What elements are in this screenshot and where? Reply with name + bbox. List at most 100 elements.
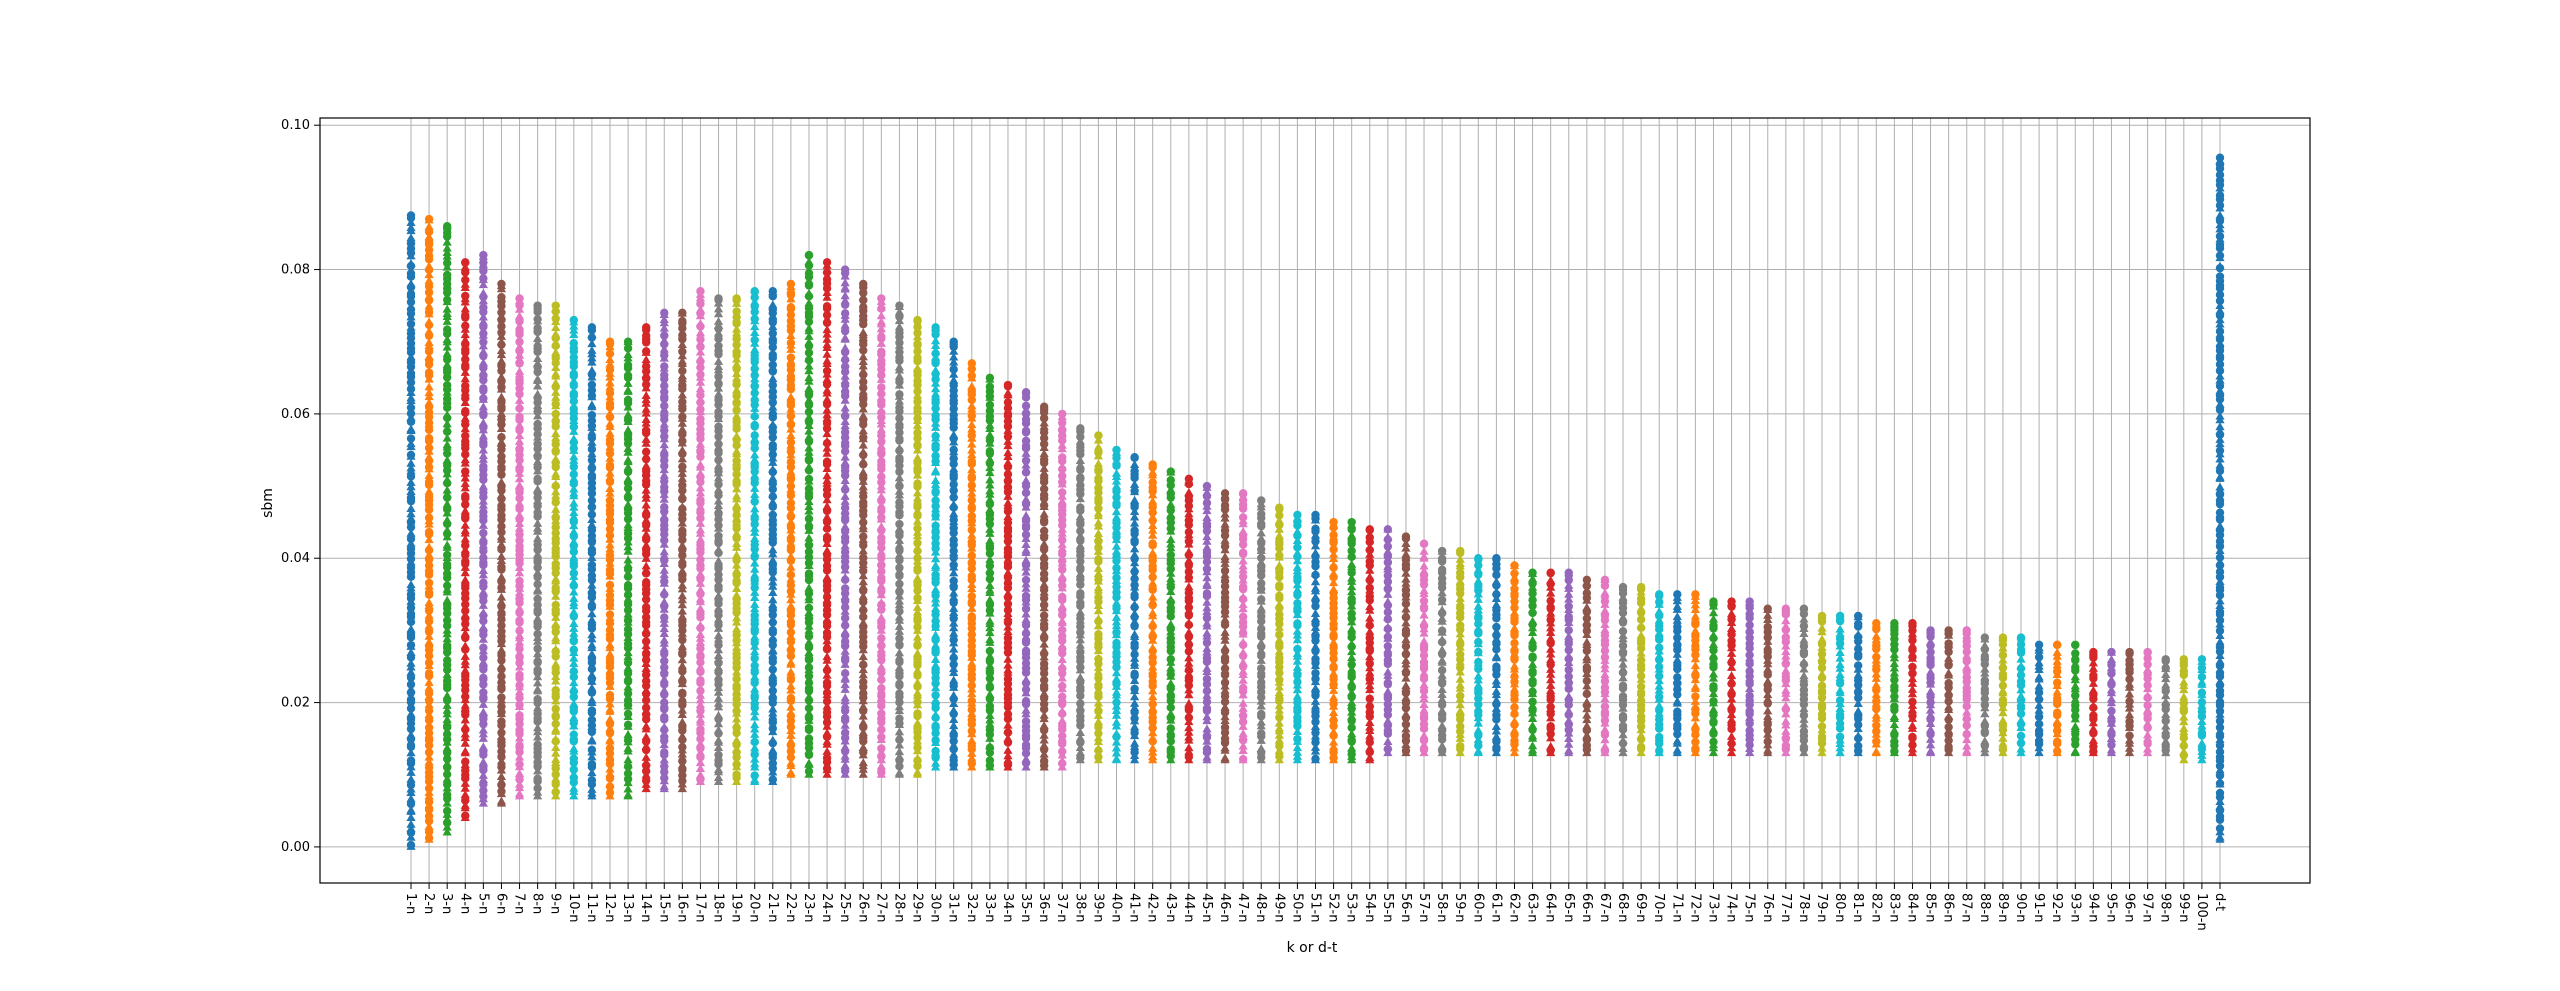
point bbox=[461, 550, 470, 560]
point bbox=[442, 508, 452, 517]
point bbox=[533, 594, 542, 604]
point bbox=[424, 661, 434, 670]
point bbox=[569, 678, 579, 687]
point bbox=[479, 440, 488, 450]
point bbox=[496, 796, 507, 805]
point bbox=[569, 479, 579, 488]
point bbox=[551, 774, 561, 783]
point bbox=[442, 237, 452, 246]
point bbox=[659, 445, 669, 454]
point bbox=[1238, 584, 1248, 594]
point bbox=[406, 348, 416, 357]
point bbox=[478, 533, 488, 542]
point bbox=[478, 570, 488, 579]
point bbox=[424, 677, 434, 686]
point bbox=[533, 586, 543, 595]
point bbox=[442, 737, 452, 746]
series-34-n bbox=[1003, 380, 1013, 771]
point bbox=[478, 425, 488, 434]
point bbox=[822, 610, 832, 620]
point bbox=[442, 754, 452, 764]
point bbox=[460, 374, 470, 383]
point bbox=[641, 561, 651, 570]
point bbox=[1311, 646, 1320, 656]
point bbox=[515, 598, 524, 608]
point bbox=[641, 398, 651, 407]
point bbox=[641, 454, 651, 464]
point bbox=[587, 548, 597, 557]
point bbox=[514, 474, 525, 483]
point bbox=[551, 743, 561, 752]
point bbox=[533, 727, 543, 736]
point bbox=[623, 457, 633, 466]
point bbox=[660, 415, 669, 424]
point bbox=[641, 500, 651, 509]
point bbox=[406, 806, 416, 815]
point bbox=[461, 645, 470, 654]
series-30-n bbox=[931, 323, 941, 771]
point bbox=[460, 297, 470, 306]
point bbox=[461, 685, 470, 695]
point bbox=[479, 616, 488, 626]
point bbox=[479, 266, 488, 276]
point bbox=[931, 713, 940, 722]
point bbox=[424, 600, 434, 609]
point bbox=[496, 424, 507, 433]
point bbox=[678, 690, 687, 699]
point bbox=[406, 378, 416, 387]
point bbox=[659, 465, 669, 474]
point bbox=[641, 745, 651, 755]
series-3-n bbox=[442, 222, 452, 836]
point bbox=[660, 690, 669, 699]
series-50-n bbox=[1292, 510, 1303, 764]
point bbox=[533, 512, 542, 521]
point bbox=[569, 426, 579, 435]
point bbox=[623, 353, 633, 362]
point bbox=[877, 675, 886, 684]
point bbox=[406, 482, 416, 491]
point bbox=[1220, 670, 1230, 680]
point bbox=[660, 704, 669, 714]
point bbox=[514, 563, 525, 572]
point bbox=[442, 329, 452, 338]
point bbox=[949, 553, 958, 562]
point bbox=[533, 347, 542, 356]
point bbox=[605, 442, 615, 451]
point bbox=[424, 651, 434, 660]
point bbox=[406, 322, 416, 331]
point bbox=[460, 330, 470, 339]
point bbox=[406, 762, 416, 771]
point bbox=[442, 419, 452, 428]
point bbox=[641, 355, 651, 364]
point bbox=[623, 425, 633, 434]
series-6-n bbox=[496, 279, 507, 807]
point bbox=[659, 318, 669, 327]
point bbox=[551, 341, 560, 350]
point bbox=[478, 540, 488, 549]
point bbox=[479, 582, 488, 591]
point bbox=[551, 401, 561, 410]
point bbox=[659, 470, 669, 479]
point bbox=[406, 617, 416, 627]
point bbox=[533, 644, 542, 653]
point bbox=[551, 696, 561, 705]
point bbox=[569, 362, 579, 371]
point bbox=[641, 493, 651, 502]
point bbox=[424, 265, 434, 275]
series-12-n bbox=[605, 337, 615, 800]
series-23-n bbox=[804, 250, 814, 778]
point bbox=[587, 698, 597, 707]
point bbox=[533, 658, 542, 667]
point bbox=[406, 774, 416, 783]
point bbox=[569, 758, 579, 767]
point bbox=[623, 508, 633, 518]
point bbox=[514, 789, 525, 798]
point bbox=[424, 255, 434, 264]
point bbox=[406, 840, 416, 850]
point bbox=[605, 378, 615, 387]
point bbox=[551, 627, 560, 637]
point bbox=[514, 583, 525, 592]
point bbox=[569, 647, 579, 656]
